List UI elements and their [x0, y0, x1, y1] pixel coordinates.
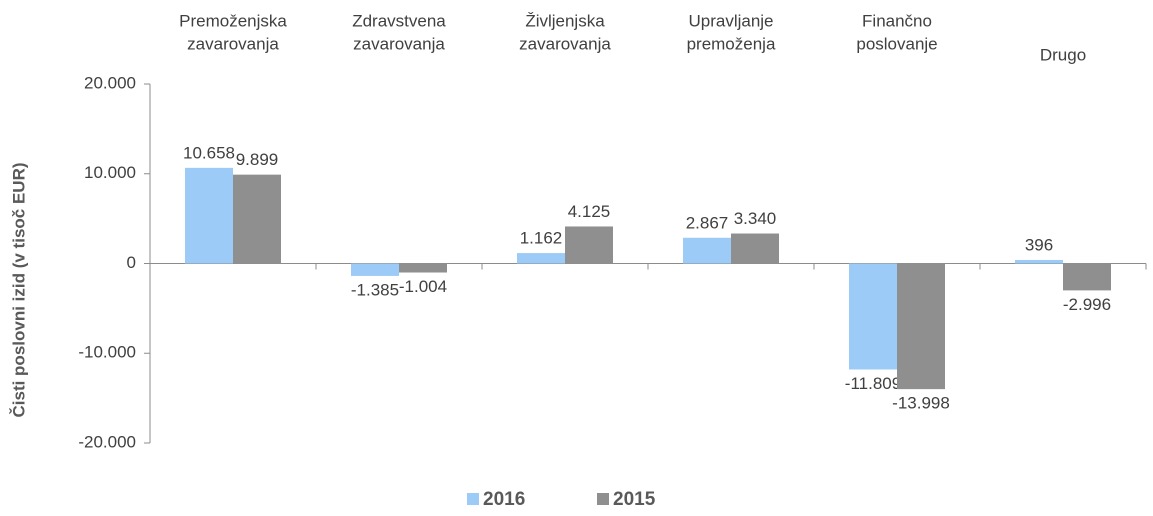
bar	[1063, 263, 1111, 291]
x-tick-label: zavarovanja	[187, 34, 279, 53]
value-label: 3.340	[734, 209, 777, 228]
x-tick-label: zavarovanja	[353, 34, 445, 53]
x-tick-label: Premoženjska	[179, 11, 287, 30]
value-label: 1.162	[520, 229, 563, 248]
bar	[233, 174, 281, 264]
bar	[849, 263, 897, 370]
bar	[351, 263, 399, 276]
y-tick-label: 0	[127, 253, 136, 272]
legend-swatch	[597, 493, 609, 505]
legend-swatch	[467, 493, 479, 505]
value-label: -11.809	[845, 374, 901, 393]
x-tick-label: Drugo	[1040, 45, 1086, 64]
y-axis-label: Čisti poslovni izid (v tisoč EUR)	[9, 162, 28, 417]
bar	[565, 226, 613, 264]
value-label: 9.899	[236, 150, 279, 169]
x-tick-label: poslovanje	[856, 34, 937, 53]
bar	[399, 263, 447, 273]
value-label: 4.125	[568, 202, 611, 221]
x-tick-label: Življenjska	[525, 11, 605, 30]
x-tick-label: Finančno	[862, 11, 932, 30]
bar	[731, 233, 779, 264]
y-tick-label: 20.000	[84, 73, 136, 92]
value-label: -2.996	[1063, 295, 1111, 314]
value-label: -1.385	[351, 280, 399, 299]
x-tick-label: Zdravstvena	[352, 11, 446, 30]
y-tick-label: -10.000	[78, 343, 136, 362]
legend-label: 2015	[613, 489, 656, 510]
bar	[897, 263, 945, 390]
bar	[683, 237, 731, 264]
bar	[185, 167, 233, 264]
value-label: 2.867	[686, 213, 729, 232]
bar	[517, 253, 565, 264]
legend-label: 2016	[483, 489, 525, 510]
x-tick-label: zavarovanja	[519, 34, 611, 53]
value-label: 10.658	[183, 143, 235, 162]
x-tick-label: premoženja	[687, 34, 776, 53]
value-label: -1.004	[399, 277, 447, 296]
x-tick-label: Upravljanje	[688, 11, 773, 30]
value-label: -13.998	[892, 394, 950, 413]
bar	[1015, 259, 1063, 264]
y-tick-label: 10.000	[84, 163, 136, 182]
value-label: 396	[1025, 235, 1053, 254]
y-tick-label: -20.000	[78, 432, 136, 451]
